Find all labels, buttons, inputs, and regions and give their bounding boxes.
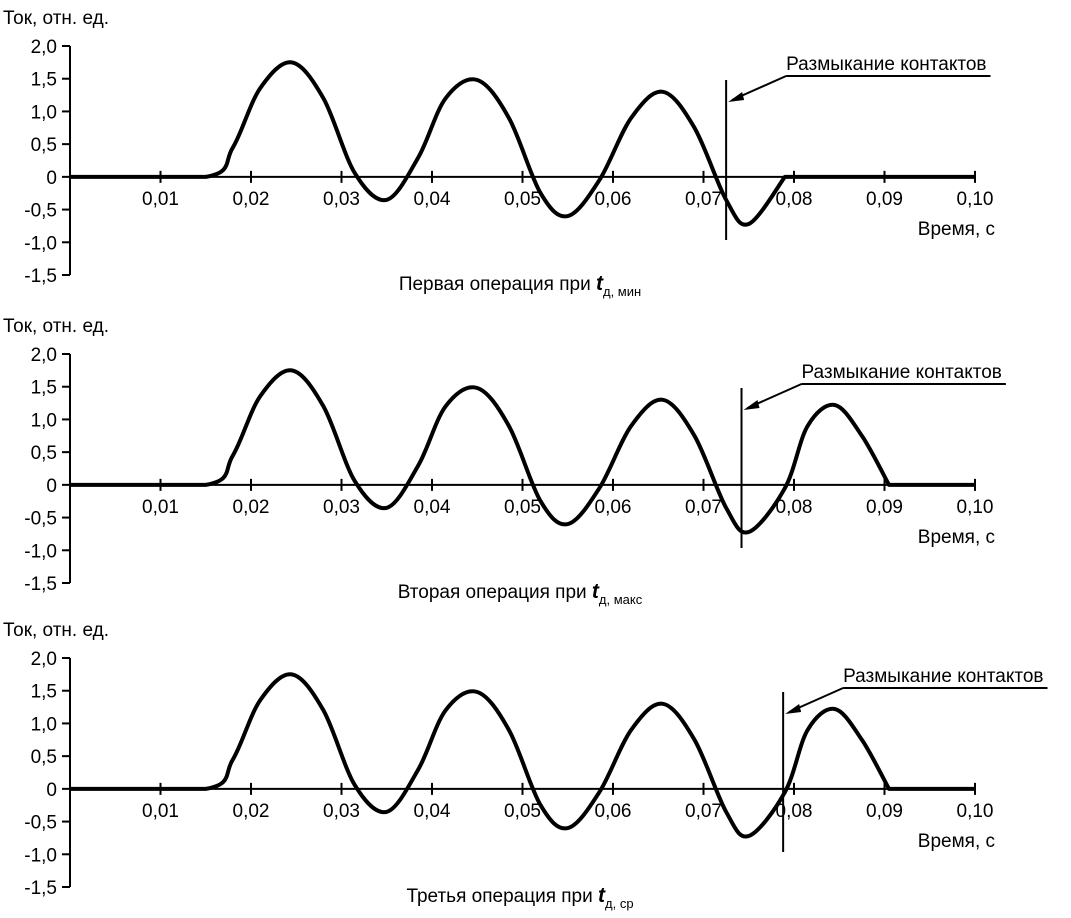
x-tick-label: 0,04 <box>414 497 451 518</box>
caption-subscript: д, макс <box>599 592 643 607</box>
x-tick-label: 0,08 <box>776 801 813 822</box>
x-tick-label: 0,06 <box>595 189 632 210</box>
contact-opening-label: Размыкание контактов <box>843 666 1043 687</box>
x-tick-label: 0,09 <box>866 189 903 210</box>
y-tick-label: -1,0 <box>24 845 57 866</box>
caption-subscript: д, мин <box>603 284 641 299</box>
caption-symbol: t <box>598 884 606 907</box>
caption-subscript: д, ср <box>605 896 634 911</box>
y-tick-label: -0,5 <box>24 201 57 222</box>
x-tick-label: 0,09 <box>866 801 903 822</box>
x-axis-label: Время, с <box>918 219 995 240</box>
x-tick-label: 0,07 <box>685 189 722 210</box>
x-tick-label: 0,03 <box>323 801 360 822</box>
x-tick-label: 0,01 <box>142 497 179 518</box>
x-tick-label: 0,08 <box>776 189 813 210</box>
current-waveform <box>70 672 975 839</box>
y-tick-label: 2,0 <box>31 37 57 58</box>
y-tick-label: 2,0 <box>31 649 57 670</box>
x-tick-label: 0,03 <box>323 189 360 210</box>
caption-text: Третья операция при <box>406 886 598 907</box>
x-tick-label: 0,05 <box>504 497 541 518</box>
x-tick-label: 0,08 <box>776 497 813 518</box>
current-waveform <box>70 368 975 535</box>
x-tick-label: 0,07 <box>685 801 722 822</box>
y-tick-label: 1,5 <box>31 378 57 399</box>
x-tick-label: 0,06 <box>595 801 632 822</box>
contact-opening-label: Размыкание контактов <box>802 362 1002 383</box>
caption-text: Вторая операция при <box>398 582 592 603</box>
y-tick-label: 1,5 <box>31 682 57 703</box>
y-tick-label: 1,0 <box>31 102 57 123</box>
y-tick-label: 1,5 <box>31 70 57 91</box>
x-axis-label: Время, с <box>918 527 995 548</box>
x-tick-label: 0,07 <box>685 497 722 518</box>
x-tick-label: 0,02 <box>233 801 270 822</box>
arrowhead <box>728 92 745 102</box>
y-tick-label: 0 <box>46 780 57 801</box>
y-tick-label: 1,0 <box>31 410 57 431</box>
y-tick-label: 0,5 <box>31 747 57 768</box>
caption-symbol: t <box>596 272 604 295</box>
y-tick-label: -1,0 <box>24 233 57 254</box>
y-tick-label: 0 <box>46 168 57 189</box>
arrowhead <box>743 400 760 410</box>
x-tick-label: 0,05 <box>504 189 541 210</box>
y-tick-label: 0,5 <box>31 135 57 156</box>
y-tick-label: 0 <box>46 476 57 497</box>
y-tick-label: 0,5 <box>31 443 57 464</box>
y-tick-label: 1,0 <box>31 714 57 735</box>
y-tick-label: -1,5 <box>24 266 57 287</box>
y-tick-label: -0,5 <box>24 509 57 530</box>
x-tick-label: 0,02 <box>233 497 270 518</box>
arrowhead <box>785 704 802 714</box>
x-tick-label: 0,01 <box>142 189 179 210</box>
current-waveform <box>70 60 975 227</box>
y-tick-label: -0,5 <box>24 813 57 834</box>
y-tick-label: -1,5 <box>24 878 57 899</box>
x-tick-label: 0,10 <box>957 497 994 518</box>
x-tick-label: 0,01 <box>142 801 179 822</box>
y-tick-label: -1,5 <box>24 574 57 595</box>
x-tick-label: 0,04 <box>414 801 451 822</box>
y-tick-label: -1,0 <box>24 541 57 562</box>
chart-panel-2: Ток, отн. ед. 2,0 1,5 1,0 0,5 0 -0,5 -1,0 -1,5 0,… <box>3 316 1006 607</box>
x-tick-label: 0,06 <box>595 497 632 518</box>
x-tick-label: 0,05 <box>504 801 541 822</box>
x-axis-label: Время, с <box>918 831 995 852</box>
chart-panel-3: Ток, отн. ед. 2,0 1,5 1,0 0,5 0 -0,5 -1,0 -1,5 0,… <box>3 620 1048 911</box>
y-tick-label: 2,0 <box>31 345 57 366</box>
y-axis-label: Ток, отн. ед. <box>3 316 109 337</box>
x-tick-label: 0,10 <box>957 189 994 210</box>
contact-opening-label: Размыкание контактов <box>786 54 986 75</box>
panel-caption: Третья операция при tд, ср <box>406 884 633 911</box>
x-tick-label: 0,03 <box>323 497 360 518</box>
y-axis-label: Ток, отн. ед. <box>3 8 109 29</box>
chart-panel-1: Ток, отн. ед. 2,0 1,5 1,0 0,5 0 -0,5 -1,0 -1,5 0,… <box>3 8 995 299</box>
x-tick-label: 0,10 <box>957 801 994 822</box>
x-tick-label: 0,04 <box>414 189 451 210</box>
x-tick-label: 0,02 <box>233 189 270 210</box>
panel-caption: Первая операция при tд, мин <box>399 272 641 299</box>
panel-caption: Вторая операция при tд, макс <box>398 580 643 607</box>
caption-symbol: t <box>592 580 600 603</box>
x-tick-label: 0,09 <box>866 497 903 518</box>
caption-text: Первая операция при <box>399 274 596 295</box>
y-axis-label: Ток, отн. ед. <box>3 620 109 641</box>
